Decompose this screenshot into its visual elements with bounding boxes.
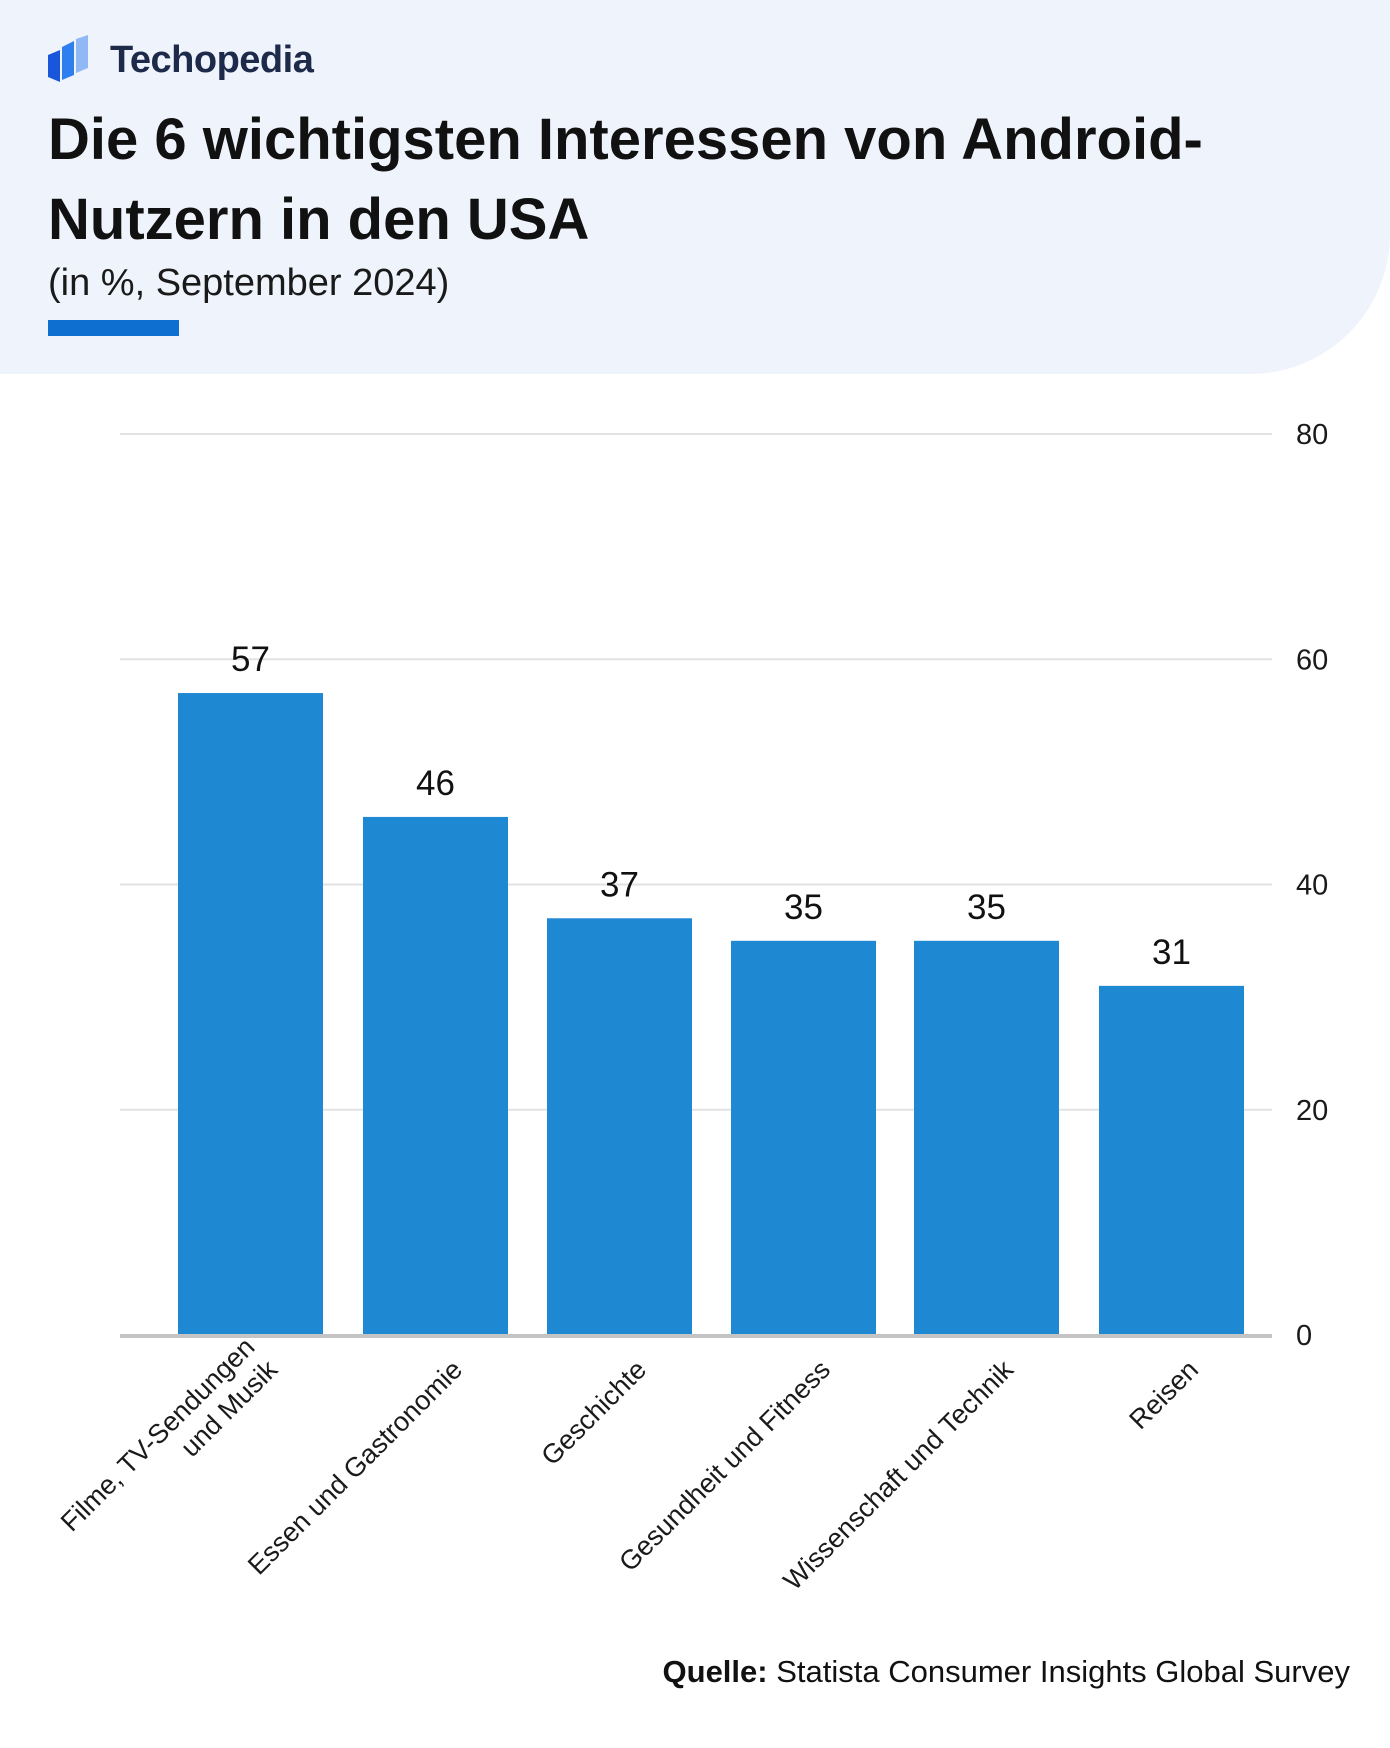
data-label-4: 35 [784,888,823,927]
y-tick-label-40: 40 [1296,870,1328,902]
data-label-5: 35 [967,888,1006,927]
bar-layer [120,693,1272,1338]
data-label-2: 46 [416,764,455,803]
source-note: Quelle: Statista Consumer Insights Globa… [663,1654,1350,1690]
y-tick-label-0: 0 [1296,1320,1312,1352]
category-label-4: Gesundheit und Fitness [613,1354,836,1577]
bar-2 [363,816,508,1335]
category-label-1-line-1: Filme, TV-Sendungen [55,1332,261,1538]
source-label: Quelle: [662,1654,768,1689]
category-label-6-line-1: Reisen [1123,1354,1204,1435]
y-tick-label-20: 20 [1296,1095,1328,1127]
y-tick-label-60: 60 [1296,644,1328,676]
page-subtitle: (in %, September 2024) [48,262,450,304]
category-label-4-line-1: Gesundheit und Fitness [613,1354,836,1577]
bar-5 [914,940,1059,1335]
page-title: Die 6 wichtigsten Interessen von Android… [48,107,1203,252]
title-accent-bar [48,320,179,336]
source-text: Statista Consumer Insights Global Survey [776,1654,1350,1689]
data-label-1: 57 [231,640,270,679]
bar-1 [178,693,323,1335]
bar-6 [1099,985,1244,1335]
data-label-6: 31 [1152,933,1191,972]
category-label-2: Essen und Gastronomie [242,1354,468,1580]
techopedia-logo-icon [48,35,88,82]
category-label-3: Geschichte [535,1354,652,1471]
bar-4 [731,940,876,1335]
y-tick-label-80: 80 [1296,419,1328,451]
bar-3 [547,918,692,1335]
data-label-3: 37 [600,865,639,904]
brand[interactable]: Techopedia [48,34,314,86]
category-label-2-line-1: Essen und Gastronomie [242,1354,468,1580]
brand-name: Techopedia [110,38,314,81]
category-label-6: Reisen [1123,1354,1204,1435]
header-panel: Techopedia Die 6 wichtigsten Interessen … [0,0,1390,374]
category-label-3-line-1: Geschichte [535,1354,652,1471]
